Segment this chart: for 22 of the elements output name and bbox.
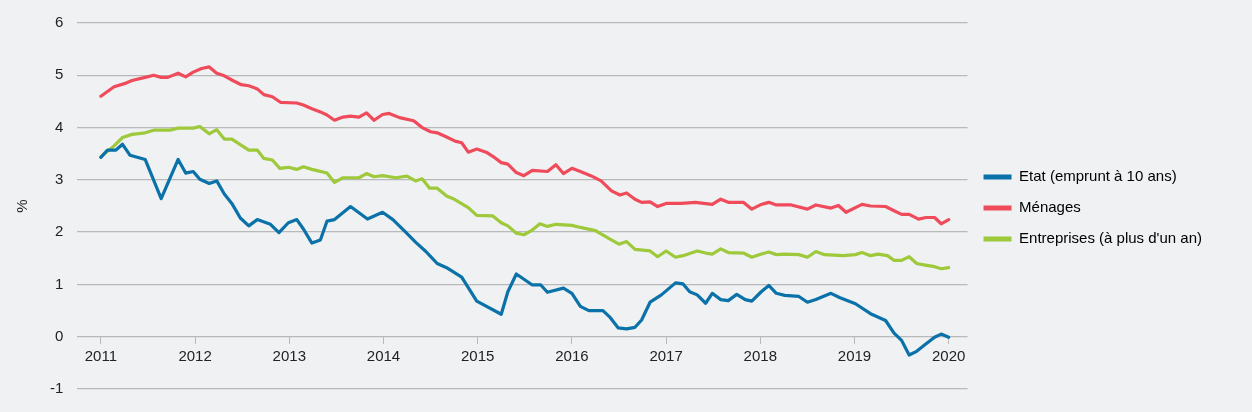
y-tick-label: 2 <box>54 222 64 240</box>
legend-label: Entreprises (à plus d'un an) <box>1019 229 1203 247</box>
x-tick-label: 2014 <box>366 346 401 364</box>
x-tick-label: 2013 <box>272 346 306 364</box>
x-tick-label: 2016 <box>555 346 589 364</box>
y-tick-label: 6 <box>54 13 64 31</box>
y-tick-label: 1 <box>54 274 64 292</box>
y-axis-title: % <box>13 199 31 213</box>
x-tick-label: 2015 <box>461 346 495 364</box>
x-tick-label: 2019 <box>837 346 872 364</box>
y-tick-label: -1 <box>49 379 64 397</box>
y-tick-label: 5 <box>54 65 64 83</box>
legend-label: Etat (emprunt à 10 ans) <box>1019 167 1177 185</box>
y-tick-label: 0 <box>54 326 64 344</box>
y-tick-label: 3 <box>54 170 64 187</box>
x-tick-label: 2017 <box>649 346 683 364</box>
y-tick-label: 4 <box>54 117 64 135</box>
legend-label: Ménages <box>1019 198 1081 216</box>
x-tick-label: 2012 <box>178 346 212 364</box>
x-tick-label: 2020 <box>932 346 966 364</box>
x-tick-label: 2018 <box>743 346 777 364</box>
x-tick-label: 2011 <box>84 346 118 364</box>
